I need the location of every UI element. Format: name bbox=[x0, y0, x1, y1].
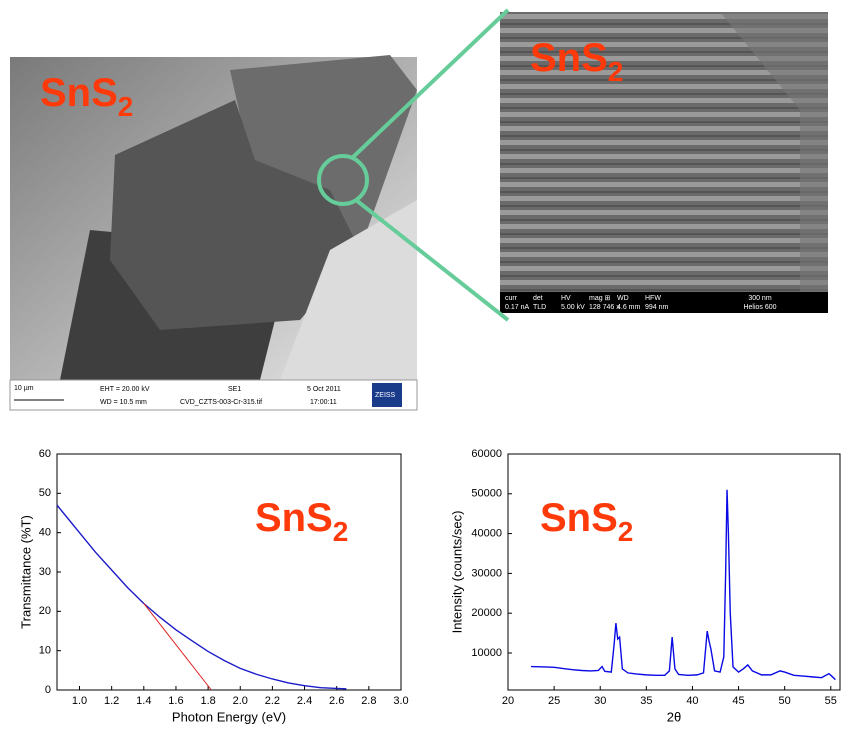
x-tick-label: 3.0 bbox=[393, 695, 408, 707]
chart-label: SnS2 bbox=[540, 496, 633, 548]
x-tick-label: 25 bbox=[548, 695, 560, 707]
label-subscript: 2 bbox=[333, 516, 349, 547]
info-value: 0.17 nA bbox=[505, 304, 529, 311]
file-name: CVD_CZTS-003-Cr-315.tif bbox=[180, 399, 262, 406]
y-tick-label: 40000 bbox=[471, 528, 502, 540]
x-tick-label: 2.6 bbox=[329, 695, 344, 707]
label-text: SnS bbox=[255, 496, 333, 540]
x-tick-label: 1.0 bbox=[72, 695, 87, 707]
plot-frame bbox=[57, 454, 401, 690]
x-axis-label: 2θ bbox=[667, 709, 681, 724]
x-tick-label: 1.8 bbox=[200, 695, 215, 707]
label-subscript: 2 bbox=[618, 516, 634, 547]
info-value: 994 nm bbox=[645, 304, 669, 311]
info-value: TLD bbox=[533, 304, 546, 311]
label-text: SnS bbox=[540, 496, 618, 540]
chart-label: SnS2 bbox=[255, 496, 348, 548]
y-tick-label: 50000 bbox=[471, 488, 502, 500]
scale-bar: 300 nm bbox=[748, 295, 772, 302]
chart: 1.0 1.2 1.4 1.6 1.8 2.0 2.2 2.4 2.6 2.8 3.0 0 10 20 30… bbox=[18, 448, 408, 725]
info-header: HFW bbox=[645, 295, 661, 302]
info-value: 128 746 x bbox=[589, 304, 620, 311]
eht: EHT = 20.00 kV bbox=[100, 386, 150, 393]
time: 17:00:11 bbox=[310, 399, 337, 406]
x-tick-label: 30 bbox=[594, 695, 606, 707]
x-tick-label: 1.6 bbox=[168, 695, 183, 707]
x-axis-label: Photon Energy (eV) bbox=[172, 709, 286, 724]
y-axis-label: Intensity (counts/sec) bbox=[449, 511, 464, 634]
x-tick-label: 55 bbox=[825, 695, 837, 707]
x-tick-label: 20 bbox=[502, 695, 514, 707]
scale-bar: 10 µm bbox=[14, 385, 34, 392]
y-tick-label: 40 bbox=[39, 527, 51, 539]
x-tick-label: 2.0 bbox=[233, 695, 248, 707]
wd: WD = 10.5 mm bbox=[100, 399, 147, 406]
y-tick-label: 30 bbox=[39, 566, 51, 578]
y-tick-label: 10 bbox=[39, 645, 51, 657]
x-tick-label: 2.4 bbox=[297, 695, 312, 707]
instrument: Helios 600 bbox=[743, 304, 776, 311]
x-tick-label: 1.4 bbox=[136, 695, 151, 707]
chart: 20 25 30 35 40 45 50 55 10000 20000 30000 40000 5000… bbox=[449, 448, 840, 725]
info-header: mag ⊞ bbox=[589, 295, 611, 302]
info-value: 5.00 kV bbox=[561, 304, 585, 311]
x-tick-label: 40 bbox=[686, 695, 698, 707]
x-tick-label: 1.2 bbox=[104, 695, 119, 707]
figure: 10 µm EHT = 20.00 kV WD = 10.5 mm SE1 CV… bbox=[0, 0, 845, 731]
info-header: WD bbox=[617, 295, 629, 302]
info-header: curr bbox=[505, 295, 518, 302]
y-tick-label: 60000 bbox=[471, 448, 502, 460]
x-tick-label: 2.2 bbox=[265, 695, 280, 707]
y-tick-label: 10000 bbox=[471, 647, 502, 659]
brand: ZEISS bbox=[375, 392, 396, 399]
x-tick-label: 50 bbox=[779, 695, 791, 707]
detector: SE1 bbox=[228, 386, 241, 393]
y-tick-label: 20 bbox=[39, 605, 51, 617]
info-header: det bbox=[533, 295, 543, 302]
y-axis-label: Transmittance (%T) bbox=[18, 515, 33, 629]
date: 5 Oct 2011 bbox=[307, 386, 341, 393]
y-tick-label: 50 bbox=[39, 487, 51, 499]
y-tick-label: 20000 bbox=[471, 607, 502, 619]
info-header: HV bbox=[561, 295, 571, 302]
info-value: 4.6 mm bbox=[617, 304, 641, 311]
x-tick-label: 2.8 bbox=[361, 695, 376, 707]
x-tick-label: 35 bbox=[640, 695, 652, 707]
x-tick-label: 45 bbox=[732, 695, 744, 707]
sem-image-left: 10 µm EHT = 20.00 kV WD = 10.5 mm SE1 CV… bbox=[10, 55, 417, 410]
y-tick-label: 30000 bbox=[471, 567, 502, 579]
y-tick-label: 0 bbox=[45, 684, 51, 696]
y-tick-label: 60 bbox=[39, 448, 51, 460]
